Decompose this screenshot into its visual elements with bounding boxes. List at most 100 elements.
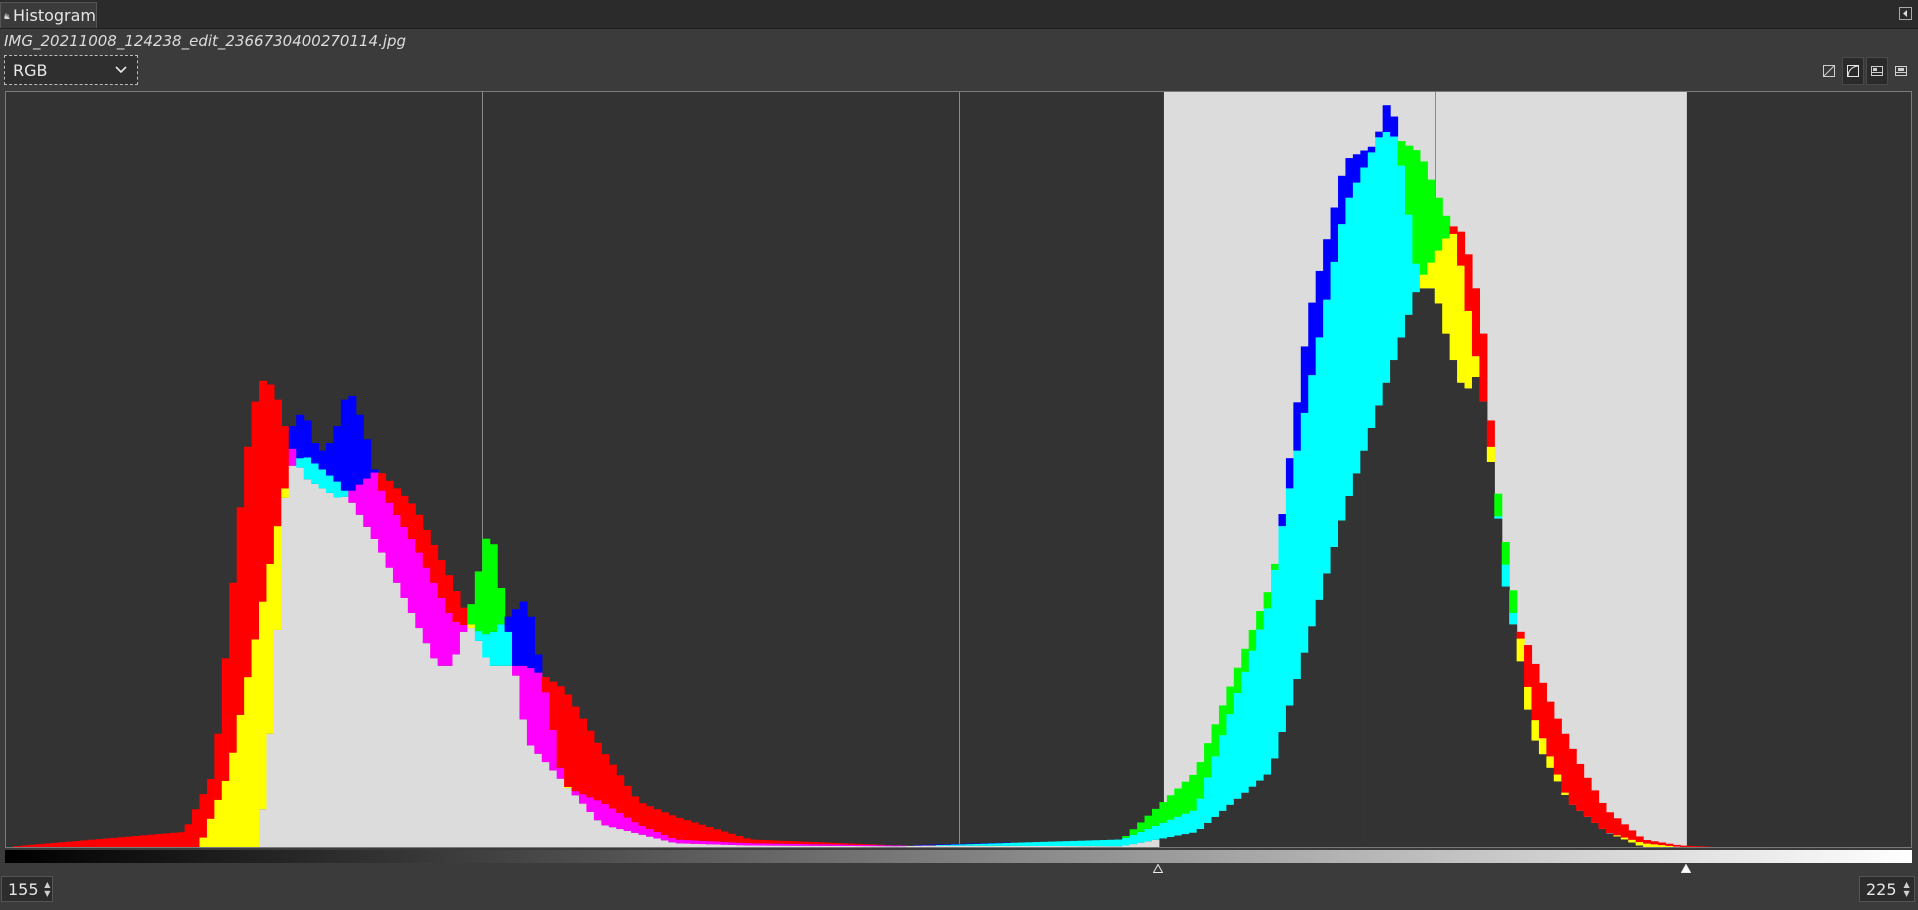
histogram-bar-pair [1263, 608, 1272, 775]
histogram-bar-all [1233, 798, 1242, 847]
histogram-bar-all [1471, 377, 1480, 847]
histogram-bar-pair [593, 800, 602, 821]
histogram-bar-pair [943, 844, 952, 846]
histogram-bar-pair [705, 841, 714, 845]
histogram-bar-all [1278, 731, 1287, 847]
histogram-bar-red [1672, 844, 1681, 847]
histogram-bar-all [385, 567, 394, 847]
histogram-bar-red [556, 686, 565, 768]
histogram-bar-red [1695, 846, 1704, 847]
histogram-bar-all [1531, 740, 1540, 847]
histogram-bar-green [1419, 161, 1428, 275]
histogram-bar-all [1285, 705, 1294, 847]
histogram-bar-red [839, 843, 848, 845]
histogram-bar-pair [757, 843, 766, 846]
histogram-bar-all [482, 657, 491, 847]
range-end-spinner[interactable]: 225 ▲ ▼ [1859, 876, 1915, 902]
histogram-bar-pair [891, 845, 900, 847]
spinner-arrows[interactable]: ▲ ▼ [1903, 880, 1910, 898]
histogram-bar-pair [378, 490, 387, 553]
histogram-bar-all [452, 654, 461, 847]
histogram-bar-red [266, 384, 275, 564]
range-start-spinner[interactable]: 155 ▲ ▼ [1, 876, 53, 902]
histogram-bar-pair [526, 668, 535, 746]
histogram-bar-pair [1471, 356, 1480, 378]
histogram-bar-all [1070, 846, 1079, 847]
histogram-bar-red [192, 809, 201, 847]
histogram-bar-pair [1062, 841, 1071, 847]
histogram-bar-all [1263, 774, 1272, 847]
histogram-bar-pair [407, 538, 416, 613]
histogram-bar-all [259, 809, 268, 847]
histogram-bar-pair [1538, 738, 1547, 755]
histogram-bar-all [832, 845, 841, 847]
histogram-bar-pair [251, 639, 260, 848]
histogram-bar-pair [1040, 841, 1049, 846]
histogram-bar-all [1449, 360, 1458, 847]
logarithmic-histogram-button[interactable] [1842, 57, 1864, 85]
histogram-bar-all [1122, 845, 1131, 847]
histogram-bar-all [973, 845, 982, 847]
histogram-bar-blue [951, 843, 960, 845]
range-start-value: 155 [8, 879, 39, 899]
histogram-bar-pair [1546, 756, 1555, 768]
histogram-bar-pair [363, 478, 372, 527]
histogram-bar-pair [1085, 840, 1094, 847]
histogram-bar-all [936, 845, 945, 847]
histogram-bar-all [1382, 382, 1391, 847]
histogram-bar-pair [348, 490, 357, 503]
histogram-bar-red [1657, 842, 1667, 846]
histogram-bar-red [735, 836, 744, 843]
histogram-bar-pair [1077, 840, 1086, 847]
histogram-bar-pair [846, 844, 855, 846]
histogram-bar-blue [958, 843, 967, 845]
histogram-bar-green [1271, 563, 1280, 570]
histogram-bar-green [1442, 215, 1451, 239]
histogram-bar-all [489, 665, 498, 847]
histogram-bar-all [363, 526, 372, 847]
histogram-bar-red [1635, 836, 1644, 843]
histogram-bar-red [154, 834, 163, 847]
histogram-bar-all [1568, 804, 1577, 847]
histogram-bar-red [794, 841, 803, 844]
histogram-bar-blue [355, 414, 364, 485]
histogram-bar-all [1315, 599, 1324, 847]
histogram-bar-all [1360, 450, 1369, 848]
histogram-bar-red [125, 836, 134, 847]
histogram-bar-pair [794, 843, 803, 846]
histogram-bar-pair [459, 625, 468, 632]
histogram-bar-red [102, 838, 111, 847]
histogram-bar-red [400, 495, 409, 527]
histogram-bar-pair [898, 845, 908, 847]
view-separate-button[interactable] [1890, 57, 1912, 85]
channel-select[interactable]: RGB [4, 55, 138, 85]
histogram-bar-all [794, 845, 803, 847]
histogram-bar-red [765, 840, 774, 844]
linear-histogram-button[interactable] [1818, 57, 1840, 85]
tab-histogram[interactable]: Histogram [0, 2, 97, 28]
histogram-bar-blue [936, 844, 945, 845]
histogram-bar-red [846, 843, 855, 845]
histogram-bar-pair [1494, 516, 1503, 519]
histogram-bar-pair [385, 502, 394, 568]
panel-menu-icon[interactable] [1899, 7, 1912, 20]
histogram-bar-blue [965, 843, 974, 845]
view-merged-button[interactable] [1866, 57, 1888, 85]
histogram-bar-red [422, 529, 431, 568]
histogram-bar-blue [1360, 150, 1369, 168]
histogram-bar-pair [1427, 262, 1436, 289]
histogram-bar-red [675, 817, 684, 840]
histogram-bar-all [519, 719, 528, 847]
spinner-arrows[interactable]: ▲ ▼ [44, 880, 51, 898]
histogram-bar-pair [273, 526, 282, 630]
histogram-bar-all [1025, 845, 1034, 847]
histogram-bar-pair [720, 841, 729, 845]
histogram-bar-pair [1107, 839, 1116, 847]
histogram-bar-red [631, 796, 640, 823]
histogram-bar-all [817, 845, 826, 847]
histogram-bar-red [452, 591, 461, 623]
histogram-bar-green [474, 571, 483, 632]
histogram-plot[interactable] [5, 91, 1912, 848]
histogram-bar-all [906, 845, 915, 847]
histogram-bar-pair [645, 828, 654, 837]
